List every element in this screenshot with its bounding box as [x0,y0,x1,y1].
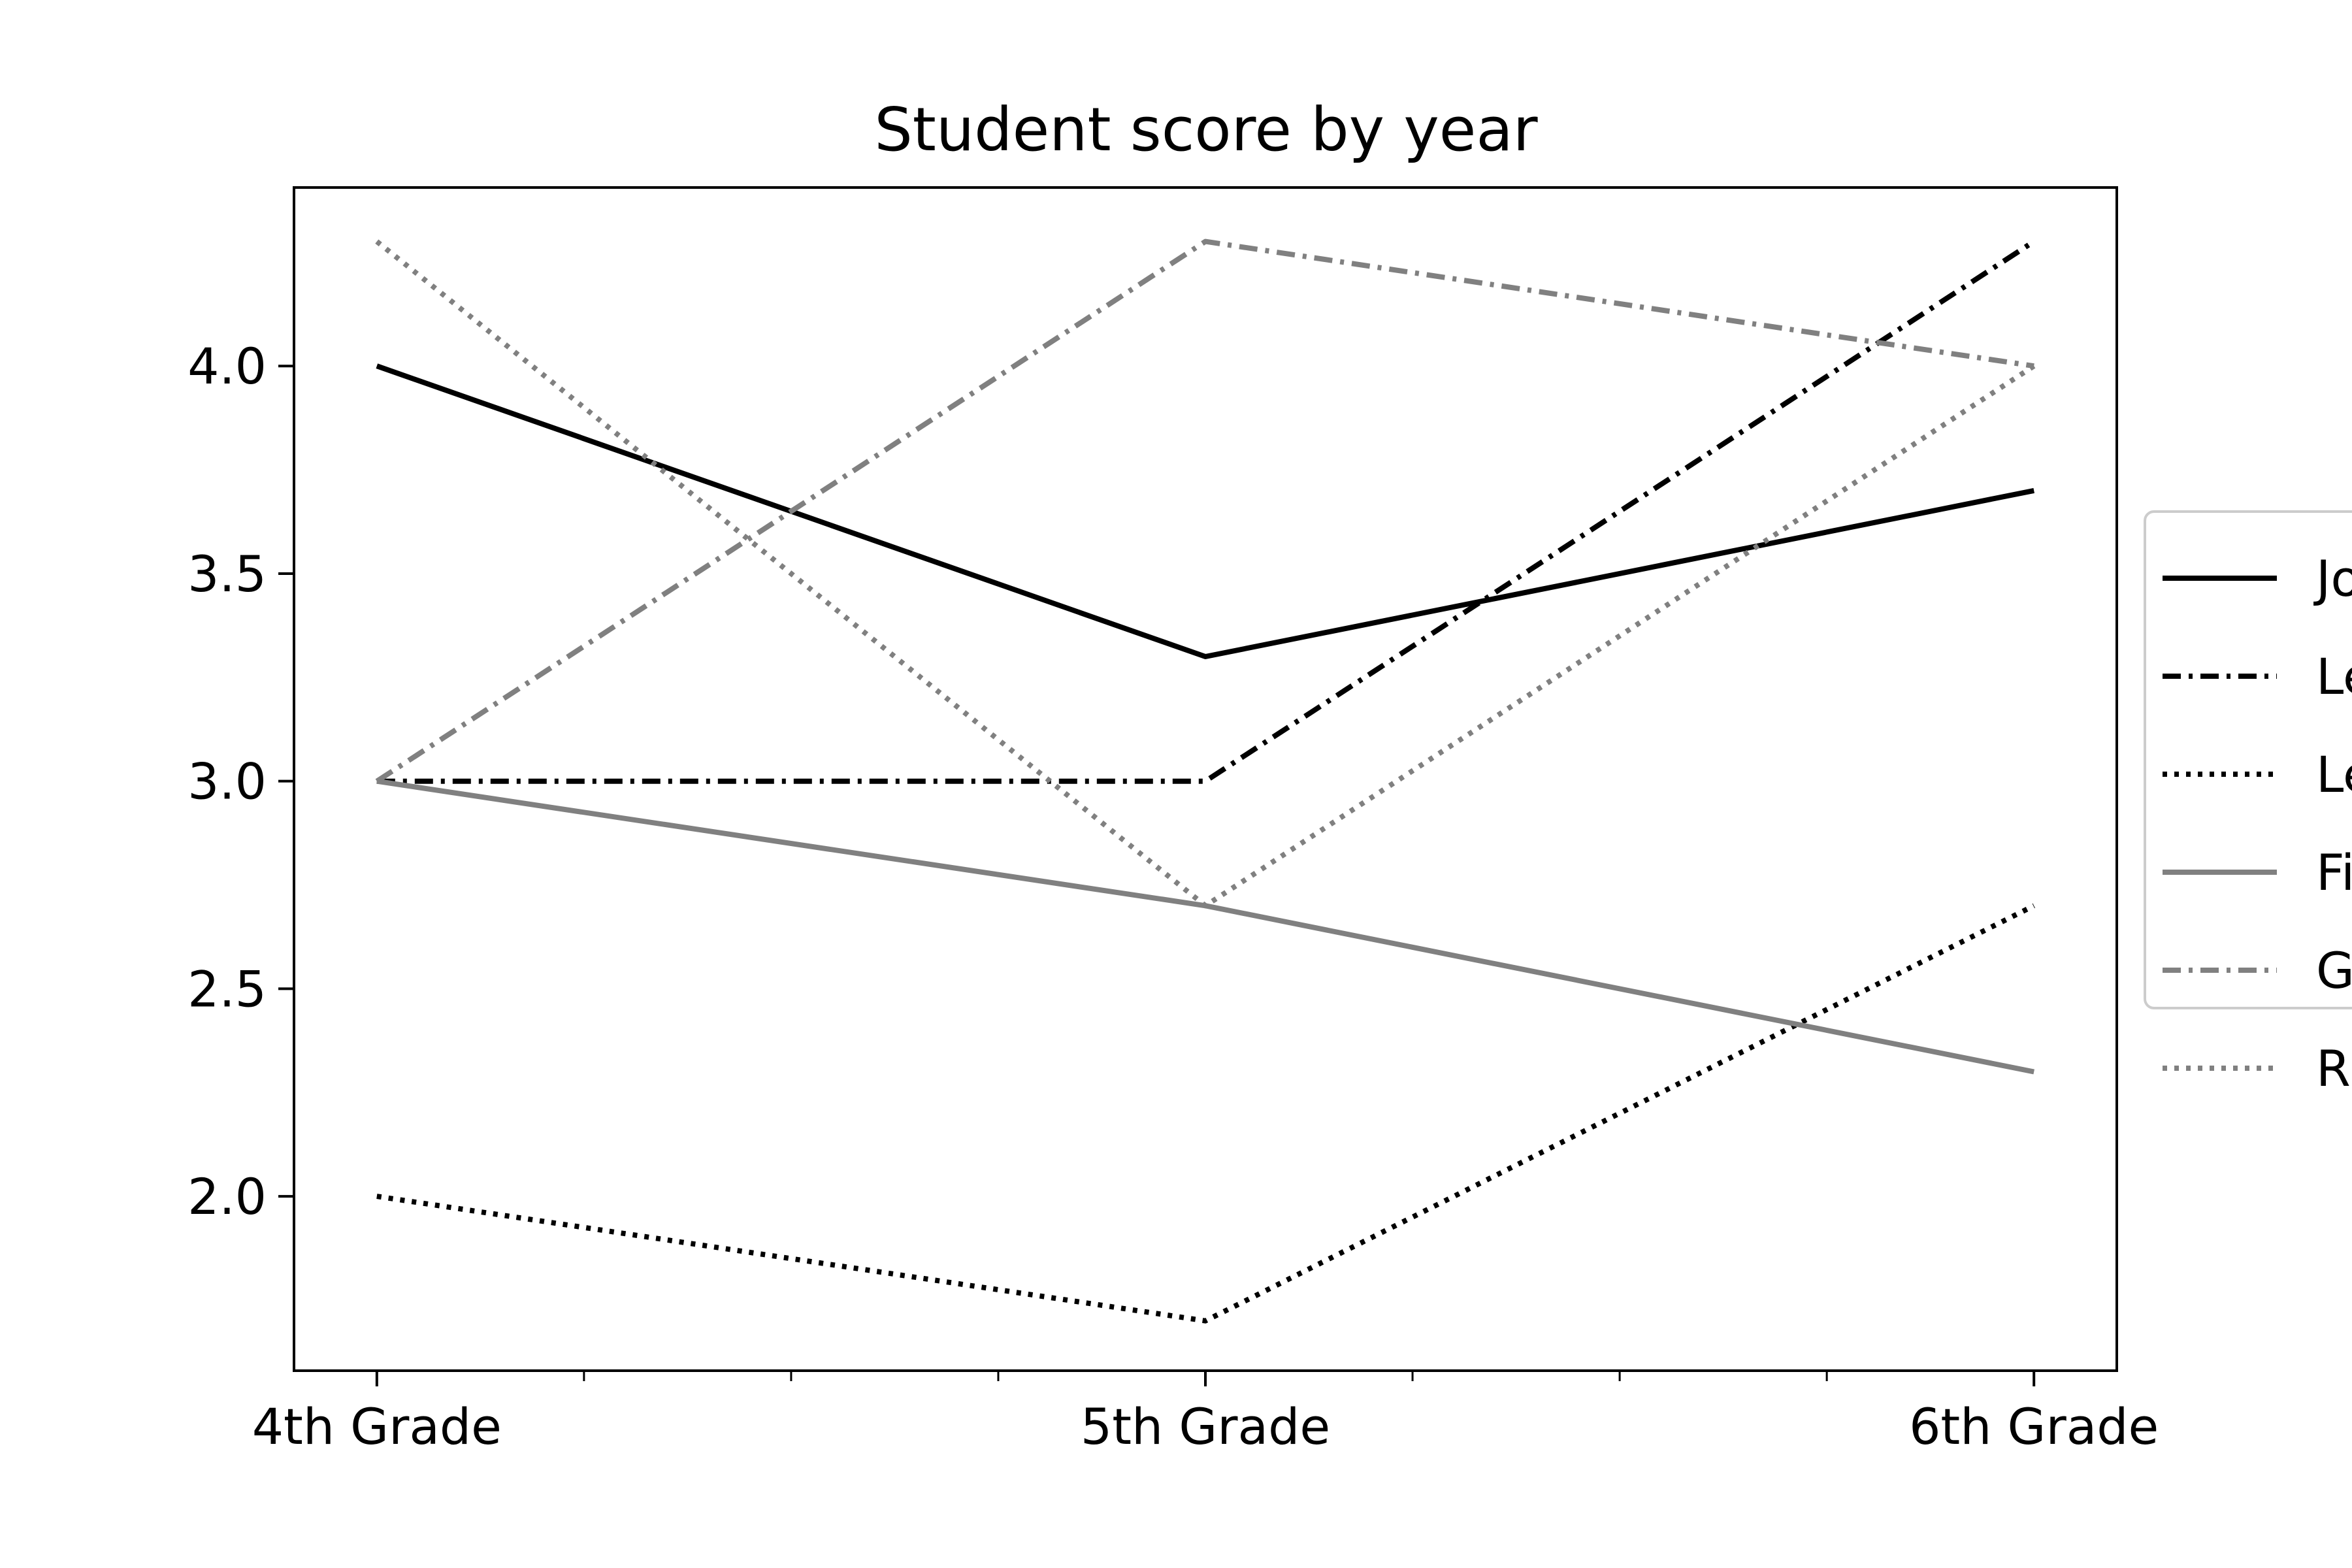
series-line-5 [375,239,2036,909]
y-tick-label-4: 4.0 [188,337,267,395]
x-tick-label-0: 4th Grade [252,1397,502,1456]
legend-label-2: Le [2316,745,2352,804]
legend: Jo Le Le Fi GR [2144,510,2352,1098]
y-tick-label-2: 3.0 [188,753,267,811]
y-tick-label-1: 2.5 [188,960,267,1018]
x-axis: 4th Grade 5th Grade 6th Grade [252,1371,2159,1456]
legend-label-5: R [2316,1039,2351,1098]
legend-label-4: G [2316,941,2352,1000]
legend-label-3: Fi [2316,843,2352,902]
x-tick-label-1: 5th Grade [1081,1397,1330,1456]
y-tick-label-3: 3.5 [188,545,267,603]
legend-label-1: Le [2316,647,2352,706]
legend-label-0: Jo [2313,549,2352,608]
series-layer [375,238,2036,1324]
series-line-0 [376,363,2034,659]
series-line-1 [376,239,2036,784]
series-line-3 [376,778,2034,1075]
chart-title: Student score by year [874,95,1537,165]
series-line-4 [375,238,2034,784]
y-tick-label-0: 2.0 [188,1168,267,1226]
x-tick-label-2: 6th Grade [1909,1397,2159,1456]
series-line-2 [376,903,2035,1324]
y-axis: 2.0 2.5 3.0 3.5 4.0 [188,337,294,1226]
legend-box [2144,510,2352,1009]
